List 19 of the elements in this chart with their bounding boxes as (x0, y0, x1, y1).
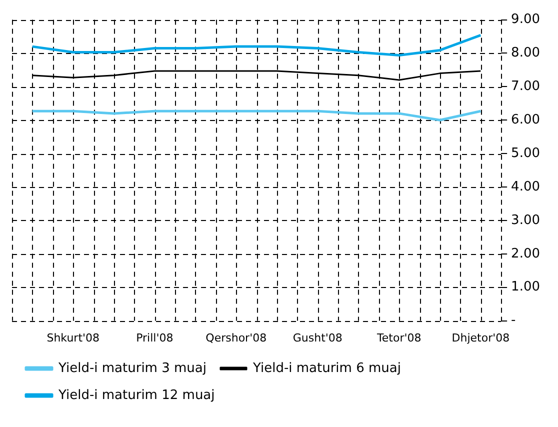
x-tick-label: Qershor'08 (206, 331, 267, 344)
y-tick-label: 1.00 (511, 280, 540, 295)
x-tick-label: Gusht'08 (292, 331, 342, 344)
y-tick-label: 4.00 (511, 179, 540, 194)
x-tick-label: Dhjetor'08 (452, 331, 510, 344)
y-tick-label: 5.00 (511, 146, 540, 161)
y-tick-label: 2.00 (511, 246, 540, 262)
x-tick-label: Tetor'08 (376, 331, 422, 344)
legend-label: Yield-i maturim 6 muaj (252, 360, 401, 376)
legend-label: Yield-i maturim 12 muaj (58, 388, 215, 403)
legend-label: Yield-i maturim 3 muaj (58, 360, 206, 376)
y-tick-label: 3.00 (511, 212, 540, 228)
y-tick-label: 8.00 (511, 46, 540, 61)
x-tick-label: Prill'08 (136, 331, 174, 344)
y-tick-label: - (511, 313, 516, 328)
y-tick-label: 7.00 (511, 79, 540, 94)
x-tick-label: Shkurt'08 (46, 331, 100, 344)
y-tick-label: 9.00 (511, 12, 540, 28)
y-tick-label: 6.00 (511, 112, 540, 128)
